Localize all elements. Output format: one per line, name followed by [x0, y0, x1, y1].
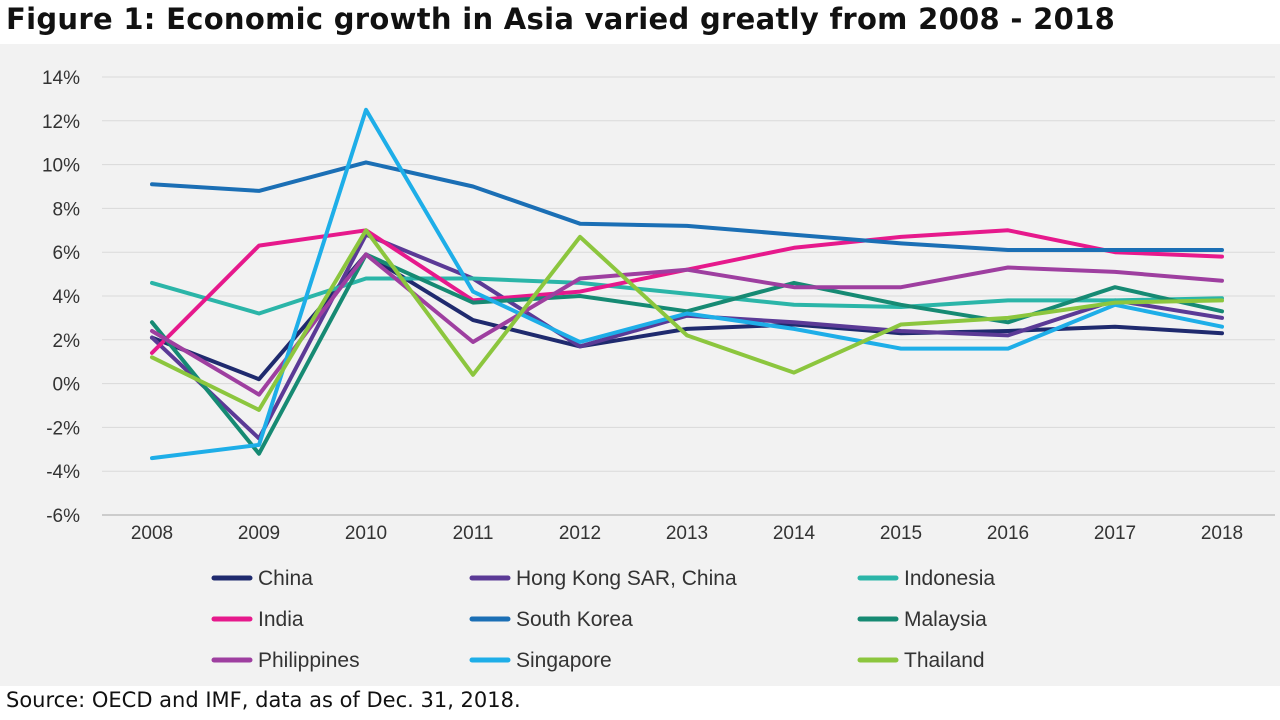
chart-title: Figure 1: Economic growth in Asia varied…	[6, 2, 1116, 36]
gridlines	[102, 76, 1275, 516]
legend-label: Singapore	[516, 649, 612, 672]
y-tick-label: -4%	[46, 462, 80, 483]
y-tick-label: 2%	[53, 331, 81, 352]
legend-item: Philippines	[211, 649, 360, 672]
series-line	[150, 228, 1224, 412]
x-tick-label: 2013	[666, 523, 708, 544]
legend: China Hong Kong SAR, China Indonesia India S…	[211, 567, 995, 672]
series-line	[150, 252, 1224, 382]
series-line	[150, 252, 1224, 456]
series-line	[150, 160, 1224, 252]
legend-item: South Korea	[469, 608, 633, 631]
legend-label: Philippines	[258, 649, 360, 672]
line-chart: -6% -4% -2% 0% 2% 4% 6% 8% 10% 12% 14% 2008 2009 2010…	[42, 68, 1275, 672]
y-tick-label: 0%	[53, 375, 81, 396]
legend-item: Thailand	[857, 649, 985, 672]
y-tick-label: 12%	[42, 112, 80, 133]
legend-label: India	[258, 608, 304, 631]
x-tick-label: 2011	[453, 523, 494, 544]
legend-label: China	[258, 567, 313, 590]
legend-label: South Korea	[516, 608, 633, 631]
x-tick-label: 2014	[773, 523, 816, 544]
legend-item: China	[211, 567, 313, 590]
x-tick-label: 2012	[559, 523, 601, 544]
y-tick-label: 14%	[42, 68, 80, 89]
legend-item: Indonesia	[857, 567, 995, 590]
legend-label: Malaysia	[904, 608, 987, 631]
legend-item: India	[211, 608, 304, 631]
y-tick-label: -6%	[46, 506, 80, 527]
legend-label: Indonesia	[904, 567, 995, 590]
y-tick-label: 4%	[53, 287, 81, 308]
x-tick-label: 2017	[1094, 523, 1136, 544]
x-tick-label: 2018	[1201, 523, 1243, 544]
x-tick-label: 2010	[345, 523, 387, 544]
legend-item: Malaysia	[857, 608, 987, 631]
axes: -6% -4% -2% 0% 2% 4% 6% 8% 10% 12% 14% 2008 2009 2010…	[42, 68, 1275, 544]
series-line	[150, 252, 1224, 397]
x-tick-label: 2008	[131, 523, 173, 544]
source-note: Source: OECD and IMF, data as of Dec. 31…	[6, 688, 521, 712]
x-tick-label: 2016	[987, 523, 1029, 544]
y-tick-label: -2%	[46, 418, 80, 439]
y-tick-label: 10%	[42, 156, 80, 177]
y-tick-label: 6%	[53, 243, 81, 264]
series-line	[150, 107, 1224, 461]
legend-label: Thailand	[904, 649, 985, 672]
x-tick-label: 2009	[238, 523, 280, 544]
y-tick-label: 8%	[53, 199, 81, 220]
legend-item: Singapore	[469, 649, 612, 672]
legend-item: Hong Kong SAR, China	[469, 567, 737, 590]
legend-label: Hong Kong SAR, China	[516, 567, 737, 590]
x-tick-label: 2015	[880, 523, 922, 544]
chart-panel: -6% -4% -2% 0% 2% 4% 6% 8% 10% 12% 14% 2008 2009 2010…	[0, 44, 1280, 686]
series-lines	[150, 107, 1224, 461]
